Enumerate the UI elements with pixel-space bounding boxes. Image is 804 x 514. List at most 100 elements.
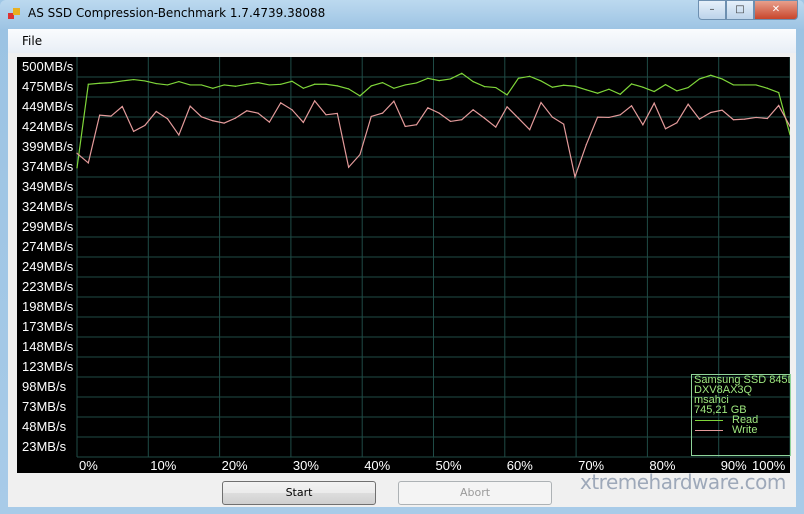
app-icon xyxy=(8,8,20,19)
close-button[interactable]: ✕ xyxy=(754,0,798,20)
read-data-point xyxy=(415,82,418,84)
write-data-point xyxy=(529,129,531,131)
menu-file[interactable]: File xyxy=(22,34,43,48)
read-data-point xyxy=(630,83,633,85)
x-tick-label: 40% xyxy=(364,458,391,473)
read-data-point xyxy=(698,78,701,80)
x-tick-label: 90% xyxy=(720,458,747,473)
read-data-point xyxy=(461,72,463,74)
y-tick-label: 374MB/s xyxy=(22,159,74,174)
read-data-point xyxy=(483,85,486,88)
read-data-point xyxy=(257,82,259,84)
write-data-point xyxy=(144,124,146,126)
read-data-point xyxy=(99,82,101,84)
write-data-point xyxy=(121,105,123,108)
write-data-point xyxy=(676,122,678,124)
legend-drive: Samsung SSD 845D xyxy=(694,374,791,386)
read-data-point xyxy=(314,83,316,85)
write-data-point xyxy=(732,119,735,121)
write-data-point xyxy=(246,110,248,112)
compression-chart: 500MB/s 475MB/s 449MB/s 424MB/s 399MB/s 374MB… xyxy=(17,57,791,473)
read-data-point xyxy=(653,90,655,93)
read-data-point xyxy=(676,90,678,92)
read-data-point xyxy=(302,87,304,89)
write-data-point xyxy=(540,101,542,104)
read-series-line xyxy=(76,72,790,169)
abort-button[interactable]: Abort xyxy=(398,481,552,505)
write-data-point xyxy=(223,122,225,124)
write-data-point xyxy=(166,118,169,120)
read-data-point xyxy=(234,85,237,87)
read-data-point xyxy=(778,91,780,94)
write-data-point xyxy=(325,114,327,116)
read-data-point xyxy=(766,87,768,89)
write-data-point xyxy=(415,124,418,126)
read-data-point xyxy=(359,95,361,97)
y-tick-label: 123MB/s xyxy=(22,359,74,374)
y-tick-label: 173MB/s xyxy=(22,319,74,334)
y-tick-label: 223MB/s xyxy=(22,279,74,294)
y-tick-label: 148MB/s xyxy=(22,339,74,354)
read-data-point xyxy=(166,84,169,86)
read-data-point xyxy=(551,86,553,88)
write-line-swatch xyxy=(695,430,723,431)
y-tick-label: 98MB/s xyxy=(22,379,67,394)
write-data-point xyxy=(766,117,768,120)
y-tick-label: 73MB/s xyxy=(22,399,67,414)
write-data-point xyxy=(563,123,565,125)
read-data-point xyxy=(449,78,452,80)
y-tick-label: 449MB/s xyxy=(22,99,74,114)
write-data-point xyxy=(461,119,463,121)
legend-write-label: Write xyxy=(732,424,758,436)
write-data-point xyxy=(155,110,157,113)
read-data-point xyxy=(664,84,667,86)
write-data-point xyxy=(551,116,553,118)
x-tick-label: 10% xyxy=(150,458,177,473)
write-data-point xyxy=(348,166,350,168)
y-tick-label: 475MB/s xyxy=(22,79,74,94)
write-data-point xyxy=(200,116,203,118)
write-data-point xyxy=(427,107,429,109)
start-button[interactable]: Start xyxy=(222,481,376,505)
y-tick-label: 23MB/s xyxy=(22,439,67,454)
watermark: xtremehardware.com xyxy=(580,470,786,494)
read-data-point xyxy=(710,74,712,76)
read-data-point xyxy=(132,78,135,81)
y-tick-label: 299MB/s xyxy=(22,219,74,234)
write-data-point xyxy=(483,117,486,119)
read-data-point xyxy=(178,80,180,83)
write-data-point xyxy=(619,114,621,116)
read-data-point xyxy=(517,77,519,79)
write-data-point xyxy=(280,102,282,104)
write-data-point xyxy=(234,117,237,119)
write-data-point xyxy=(132,130,135,132)
y-tick-label: 399MB/s xyxy=(22,139,74,154)
read-data-point xyxy=(200,84,203,86)
read-data-point xyxy=(223,84,225,86)
write-data-point xyxy=(778,104,780,107)
y-tick-label: 274MB/s xyxy=(22,239,74,254)
maximize-button[interactable]: □ xyxy=(726,0,754,20)
write-data-point xyxy=(314,100,316,102)
read-data-point xyxy=(121,80,123,82)
read-data-point xyxy=(608,88,610,90)
write-data-point xyxy=(268,121,270,123)
read-line-swatch xyxy=(695,420,723,421)
write-data-point xyxy=(687,103,689,105)
window-title: AS SSD Compression-Benchmark 1.7.4739.38… xyxy=(28,6,326,20)
y-tick-label: 324MB/s xyxy=(22,199,74,214)
x-tick-label: 100% xyxy=(752,458,786,473)
minimize-button[interactable]: – xyxy=(698,0,726,20)
legend-size: 745,21 GB xyxy=(694,404,747,416)
write-data-point xyxy=(189,105,191,107)
write-data-point xyxy=(495,126,497,128)
y-tick-label: 424MB/s xyxy=(22,119,74,134)
read-data-point xyxy=(642,86,644,88)
read-data-point xyxy=(585,89,587,91)
y-tick-label: 500MB/s xyxy=(22,59,74,74)
write-data-point xyxy=(698,118,701,120)
x-tick-label: 70% xyxy=(578,458,605,473)
legend-read-label: Read xyxy=(732,414,759,426)
read-data-point xyxy=(597,92,599,94)
